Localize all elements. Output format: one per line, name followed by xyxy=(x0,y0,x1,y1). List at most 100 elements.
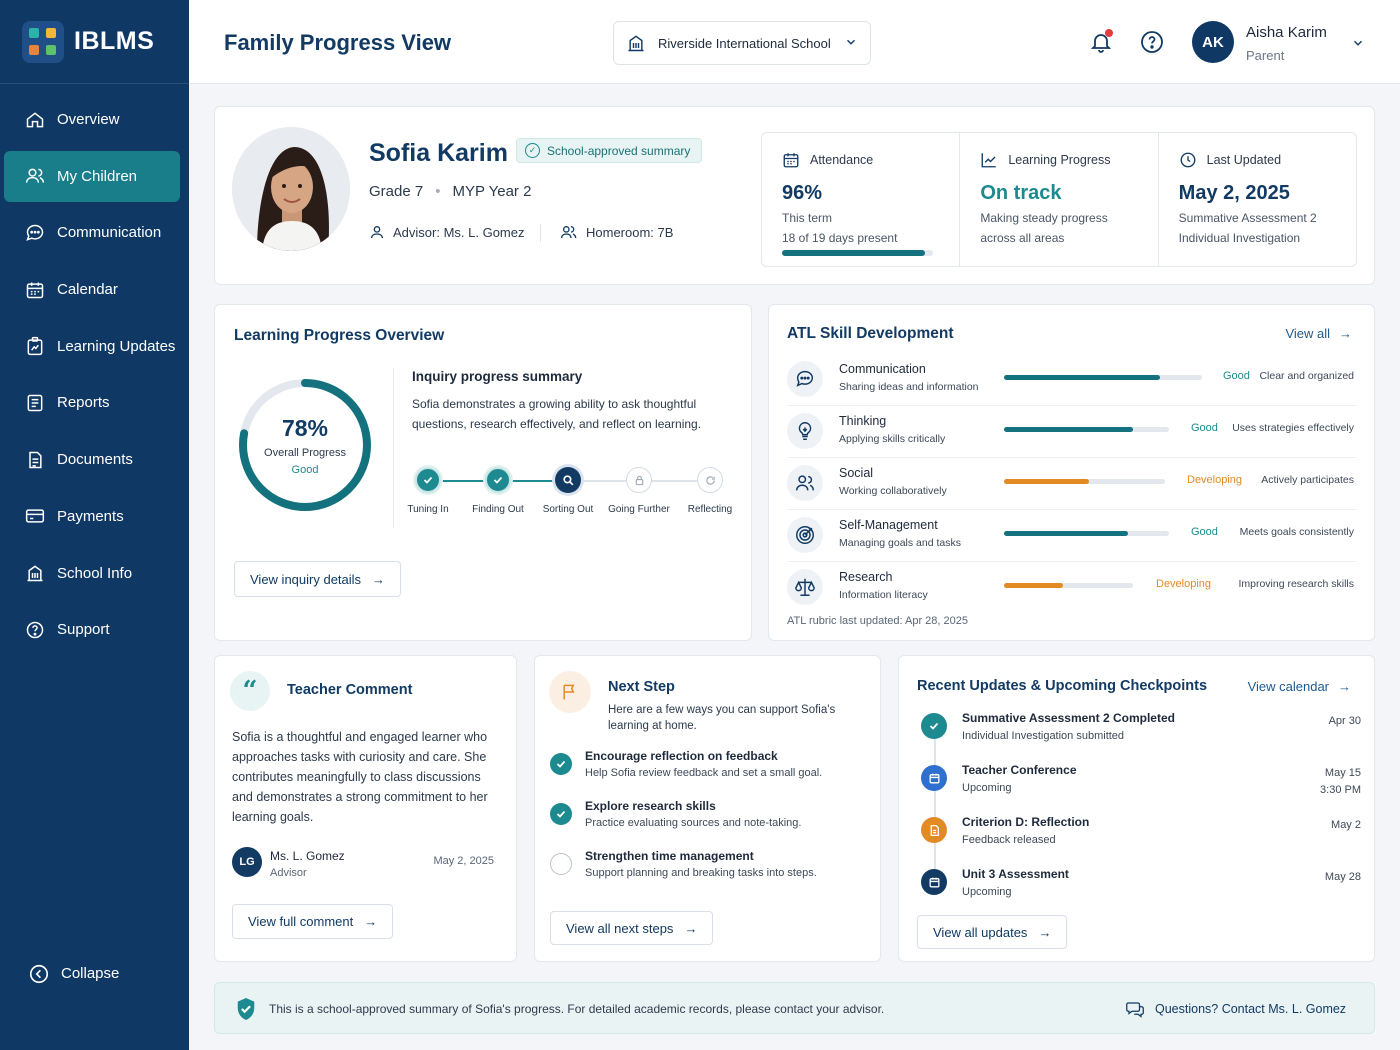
calendar-icon xyxy=(921,765,947,791)
updated-detail-1: Summative Assessment 2 xyxy=(1178,211,1317,225)
sidebar-item-payments[interactable]: Payments xyxy=(4,491,180,542)
skill-description: Applying skills critically xyxy=(839,433,946,445)
card-title: Learning Progress Overview xyxy=(234,327,445,344)
skill-status: Good xyxy=(1191,422,1218,434)
stat-label: Attendance xyxy=(810,153,874,167)
sidebar-item-communication[interactable]: Communication xyxy=(4,207,180,258)
view-inquiry-details-button[interactable]: View inquiry details → xyxy=(234,561,402,597)
card-title: ATL Skill Development xyxy=(787,325,954,342)
chevron-left-circle-icon xyxy=(28,963,50,985)
summary-stats: Attendance 96% This term 18 of 19 days p… xyxy=(761,132,1357,267)
clipboard-icon xyxy=(24,335,46,357)
step-label: Reflecting xyxy=(687,504,733,515)
page-title: Family Progress View xyxy=(224,30,452,55)
brand[interactable]: IBLMS xyxy=(0,0,189,84)
sidebar-item-learning-updates[interactable]: Learning Updates xyxy=(4,321,180,372)
sidebar-item-my-children[interactable]: My Children xyxy=(4,150,180,202)
user-avatar[interactable]: AK xyxy=(1192,21,1234,63)
next-step-title: Strengthen time management xyxy=(585,849,754,863)
skill-name: Communication xyxy=(839,362,926,376)
sidebar-item-label: School Info xyxy=(57,564,133,582)
school-selector[interactable]: Riverside International School xyxy=(613,21,871,65)
atl-skill-row[interactable]: Research Information literacy Developing… xyxy=(787,562,1357,614)
user-menu-chevron-icon[interactable] xyxy=(1351,36,1365,55)
calendar-icon xyxy=(24,279,46,301)
atl-footer-note: ATL rubric last updated: Apr 28, 2025 xyxy=(787,615,969,627)
sidebar-item-school-info[interactable]: School Info xyxy=(4,548,180,599)
skill-description: Sharing ideas and information xyxy=(839,381,979,393)
empty-circle-icon xyxy=(550,853,572,875)
help-icon[interactable] xyxy=(1140,30,1164,54)
brand-logo-icon xyxy=(22,20,64,63)
stat-label: Learning Progress xyxy=(1008,153,1111,167)
step-label: Finding Out xyxy=(472,504,524,515)
skill-note: Clear and organized xyxy=(1259,370,1354,382)
atl-skill-row[interactable]: Social Working collaboratively Developin… xyxy=(787,458,1357,510)
sidebar-item-documents[interactable]: Documents xyxy=(4,434,180,485)
brand-name: IBLMS xyxy=(74,27,155,55)
update-title: Criterion D: Reflection xyxy=(962,815,1090,829)
refresh-icon xyxy=(697,467,723,493)
check-icon xyxy=(415,467,441,493)
divider xyxy=(393,368,394,528)
chat-icon xyxy=(24,222,46,244)
check-circle-icon: ✓ xyxy=(525,143,540,158)
skill-level-bar xyxy=(1004,479,1165,484)
view-full-comment-button[interactable]: View full comment → xyxy=(232,904,394,939)
sidebar-item-label: Communication xyxy=(57,224,162,242)
advisor-info: Advisor: Ms. L. Gomez xyxy=(369,224,524,240)
arrow-right-icon: → xyxy=(364,914,378,929)
advisor-label: Advisor: Ms. L. Gomez xyxy=(393,224,525,240)
student-grade-line: Grade 7 • MYP Year 2 xyxy=(369,183,531,200)
progress-detail-1: Making steady progress xyxy=(980,211,1108,225)
skill-level-bar xyxy=(1004,531,1169,536)
atl-skill-row[interactable]: Self-Management Managing goals and tasks… xyxy=(787,510,1357,562)
collapse-button[interactable]: Collapse xyxy=(8,948,171,999)
skill-status: Developing xyxy=(1187,474,1243,486)
view-calendar-link[interactable]: View calendar → xyxy=(1248,679,1351,694)
attendance-progress-bar xyxy=(782,250,933,256)
skill-status: Good xyxy=(1223,370,1250,382)
sidebar-item-support[interactable]: Support xyxy=(4,604,180,655)
skill-name: Self-Management xyxy=(839,518,938,532)
sidebar-item-reports[interactable]: Reports xyxy=(4,377,180,428)
inquiry-step[interactable]: Tuning In xyxy=(388,467,468,515)
next-step-title: Explore research skills xyxy=(585,799,716,813)
atl-skill-row[interactable]: Thinking Applying skills critically Good… xyxy=(787,406,1357,458)
sidebar-item-calendar[interactable]: Calendar xyxy=(4,264,180,315)
recent-updates-card: Recent Updates & Upcoming Checkpoints Vi… xyxy=(898,655,1375,962)
link-label: View all xyxy=(1285,326,1330,341)
update-date: May 2 xyxy=(1331,817,1361,834)
skill-level-bar xyxy=(1004,583,1133,588)
view-all-next-steps-button[interactable]: View all next steps → xyxy=(550,911,714,945)
document-icon xyxy=(24,449,46,471)
school-name: Riverside International School xyxy=(658,35,831,51)
atl-skill-row[interactable]: Communication Sharing ideas and informat… xyxy=(787,354,1357,406)
next-step-card: Next Step Here are a few ways you can su… xyxy=(534,655,881,962)
document-icon xyxy=(921,817,947,843)
atl-view-all-link[interactable]: View all → xyxy=(1285,326,1352,341)
skill-note: Actively participates xyxy=(1261,474,1354,486)
card-title: Recent Updates & Upcoming Checkpoints xyxy=(917,678,1208,694)
attendance-progress-fill xyxy=(782,250,925,256)
button-label: View full comment xyxy=(248,914,354,929)
calendar-icon xyxy=(783,153,799,168)
sidebar-item-overview[interactable]: Overview xyxy=(4,94,180,145)
notification-bell-icon[interactable] xyxy=(1089,29,1113,54)
contact-advisor-link[interactable]: Questions? Contact Ms. L. Gomez xyxy=(1125,1000,1346,1018)
skill-level-fill xyxy=(1004,427,1133,432)
inquiry-step[interactable]: Going Further xyxy=(599,467,679,515)
atl-skill-development-card: ATL Skill Development View all → Communi… xyxy=(768,304,1375,641)
inquiry-step[interactable]: Sorting Out xyxy=(528,467,608,515)
chevron-down-icon xyxy=(844,35,858,52)
inquiry-step[interactable]: Reflecting xyxy=(670,467,750,515)
sidebar-item-label: Reports xyxy=(57,394,110,412)
view-all-updates-button[interactable]: View all updates → xyxy=(917,915,1068,949)
skill-name: Research xyxy=(839,570,893,584)
updated-value: May 2, 2025 xyxy=(1178,182,1290,204)
building-icon xyxy=(24,562,46,584)
arrow-right-icon: → xyxy=(1339,326,1352,341)
inquiry-step[interactable]: Finding Out xyxy=(458,467,538,515)
student-profile-card: Sofia Karim ✓ School-approved summary Gr… xyxy=(214,106,1375,285)
person-icon xyxy=(371,226,383,239)
